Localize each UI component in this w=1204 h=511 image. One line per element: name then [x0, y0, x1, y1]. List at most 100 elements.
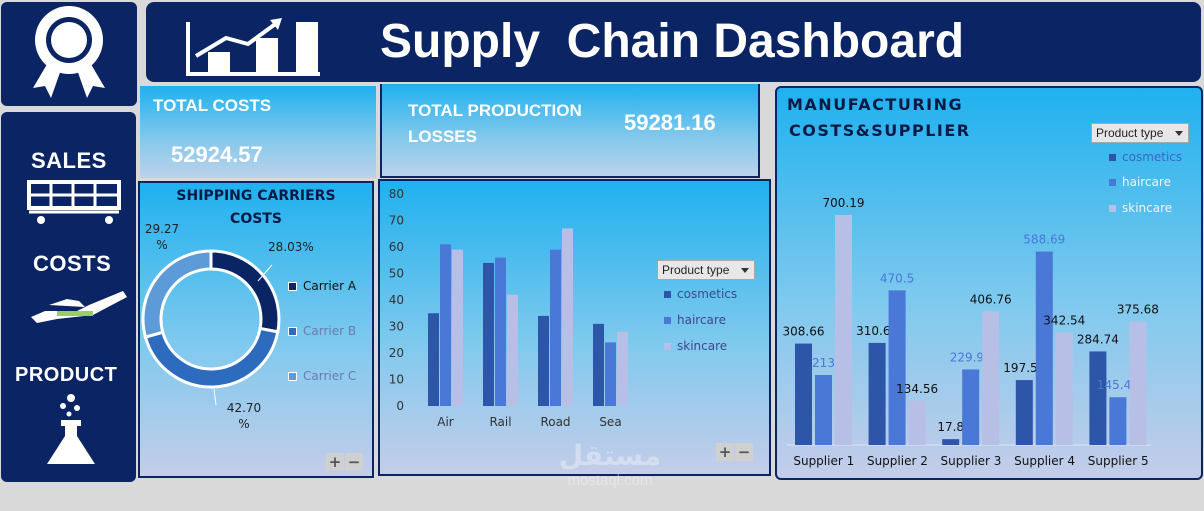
legend-cosmetics[interactable]: cosmetics	[1109, 150, 1182, 164]
shipping-chart-title-line1: SHIPPING CARRIERS	[176, 188, 336, 204]
legend-swatch	[664, 342, 671, 350]
legend-carrier-b[interactable]: Carrier B	[288, 324, 356, 338]
nav-item-product[interactable]: PRODUCT	[11, 362, 131, 472]
manufacturing-bar-chart: 308.66 213 700.19 Supplier 1 310.62 470.5 134.…	[783, 196, 1159, 468]
x-tick-label: Road	[540, 415, 570, 429]
legend-haircare[interactable]: haircare	[1109, 175, 1171, 189]
zoom-controls: + −	[716, 443, 753, 461]
bar-haircare	[962, 369, 980, 445]
kpi-total-costs-value: 52924.57	[171, 142, 263, 167]
x-tick-label: Supplier 5	[1088, 454, 1149, 468]
slice-label-b: 42.70	[227, 401, 261, 415]
bar-skincare	[1129, 321, 1147, 445]
nav-costs-label: COSTS	[33, 251, 112, 276]
watermark-arabic: مستقل	[558, 439, 662, 472]
legend-label: cosmetics	[677, 287, 738, 301]
bar-cosmetics	[795, 343, 812, 445]
legend-label: haircare	[1122, 175, 1171, 189]
data-label-skincare: 406.76	[970, 292, 1012, 306]
data-label-skincare: 700.19	[823, 196, 865, 210]
y-tick-label: 80	[389, 187, 404, 201]
zoom-out-button[interactable]: −	[735, 443, 753, 461]
zoom-controls: + −	[326, 453, 363, 471]
hand-money-icon	[31, 291, 127, 323]
legend-swatch	[288, 326, 297, 336]
data-label-skincare: 342.54	[1043, 313, 1085, 327]
y-tick-label: 30	[389, 320, 404, 334]
donut-slice-2	[141, 249, 213, 339]
legend-swatch	[664, 316, 671, 324]
product-type-filter[interactable]: Product type	[1091, 123, 1189, 143]
legend-skincare[interactable]: skincare	[664, 339, 727, 353]
slice-label-c: 29.27	[145, 222, 179, 236]
data-label-haircare: 588.69	[1023, 233, 1065, 247]
header-bar: Supply Chain Dashboard	[146, 2, 1201, 82]
x-tick-label: Air	[437, 415, 454, 429]
y-tick-label: 10	[389, 373, 404, 387]
bar-skincare	[617, 331, 628, 406]
zoom-in-button[interactable]: +	[716, 443, 734, 461]
bar-cosmetics	[1089, 351, 1107, 445]
nav-product-label: PRODUCT	[15, 364, 118, 386]
legend-haircare[interactable]: haircare	[664, 313, 726, 327]
nav-item-costs[interactable]: COSTS	[15, 247, 127, 327]
data-label-haircare: 229.96	[950, 350, 992, 364]
legend-label: haircare	[677, 313, 726, 327]
slice-label-a: 28.03%	[268, 240, 314, 254]
bar-skincare	[908, 400, 926, 445]
kpi-total-costs: TOTAL COSTS 52924.57	[140, 86, 376, 178]
legend-swatch	[1109, 153, 1116, 161]
bar-skincare	[1055, 332, 1073, 445]
legend-swatch	[1109, 178, 1116, 186]
kpi-losses-label-line1: TOTAL PRODUCTION	[408, 101, 582, 120]
product-type-filter[interactable]: Product type	[657, 260, 755, 280]
bar-skincare	[562, 228, 573, 406]
bar-skincare	[982, 311, 1000, 445]
bar-cosmetics	[868, 342, 886, 445]
kpi-losses-value: 59281.16	[624, 110, 716, 135]
bar-haircare	[550, 249, 561, 406]
legend-label: Carrier B	[303, 324, 357, 338]
leader-line	[257, 264, 273, 282]
bar-skincare	[507, 294, 518, 406]
kpi-losses-label-line2: LOSSES	[408, 127, 477, 146]
legend-label: cosmetics	[1122, 150, 1183, 164]
x-tick-label: Supplier 4	[1014, 454, 1075, 468]
y-tick-label: 50	[389, 267, 404, 281]
donut-slice-0	[209, 249, 281, 334]
shipping-carriers-panel: SHIPPING CARRIERS COSTS 28.03% 42.70% 29.2…	[138, 181, 374, 478]
y-tick-label: 0	[396, 399, 404, 413]
x-tick-label: Sea	[599, 415, 621, 429]
zoom-in-button[interactable]: +	[326, 453, 344, 471]
y-tick-label: 60	[389, 240, 404, 254]
bar-cosmetics	[942, 439, 960, 445]
y-tick-label: 70	[389, 214, 404, 228]
filter-label: Product type	[662, 263, 730, 277]
legend-cosmetics[interactable]: cosmetics	[664, 287, 737, 301]
manufacturing-title-line2: COSTS&SUPPLIER	[789, 121, 971, 140]
slice-label-c-unit: %	[156, 238, 167, 252]
bar-skincare	[452, 249, 463, 406]
legend-carrier-a[interactable]: Carrier A	[288, 279, 356, 293]
legend-carrier-c[interactable]: Carrier C	[288, 369, 356, 383]
legend-skincare[interactable]: skincare	[1109, 201, 1172, 215]
data-label-haircare: 470.5	[880, 271, 914, 285]
leader-line	[213, 388, 217, 406]
manufacturing-title-line1: MANUFACTURING	[787, 95, 964, 114]
kpi-total-costs-label: TOTAL COSTS	[153, 96, 272, 115]
bar-haircare	[440, 244, 451, 406]
legend-swatch	[288, 371, 297, 381]
legend-label: skincare	[1122, 201, 1173, 215]
shipping-donut-chart: 28.03% 42.70% 29.27%	[141, 222, 314, 431]
transport-bar-chart: 0 10 20 30 40 50 60 70 80 Air Rail Road Sea	[389, 187, 628, 429]
kpi-production-losses: TOTAL PRODUCTION LOSSES 59281.16	[380, 84, 760, 178]
chevron-down-icon	[1175, 131, 1183, 136]
bar-haircare	[1109, 397, 1127, 445]
y-tick-label: 20	[389, 346, 404, 360]
data-label-skincare: 375.68	[1117, 303, 1159, 317]
zoom-out-button[interactable]: −	[345, 453, 363, 471]
bar-cosmetics	[483, 262, 494, 406]
shipping-chart-title-line2: COSTS	[230, 211, 282, 227]
bar-haircare	[888, 290, 906, 445]
nav-item-sales[interactable]: SALES	[17, 124, 121, 224]
